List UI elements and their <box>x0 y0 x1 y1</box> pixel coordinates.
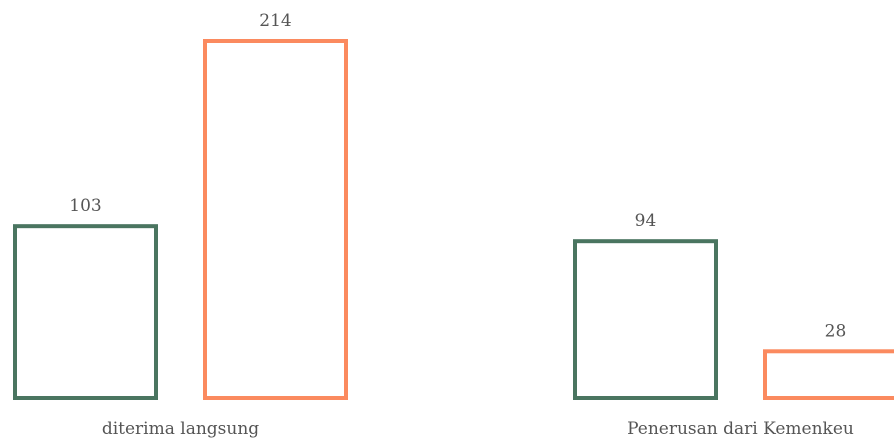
bar-1-1 <box>13 224 158 400</box>
bar-2-2 <box>763 349 894 401</box>
bar-1-2 <box>203 39 348 400</box>
value-label-1-1: 103 <box>69 196 101 216</box>
category-labels-group: diterima langsung Penerusan dari Kemenkeu <box>102 419 854 439</box>
value-label-2-1: 94 <box>635 211 657 231</box>
category-label-1: diterima langsung <box>102 419 259 439</box>
bar-2-1 <box>573 239 718 400</box>
category-label-2: Penerusan dari Kemenkeu <box>627 419 854 439</box>
bars-group <box>13 39 894 401</box>
value-labels-group: 103 214 94 28 <box>69 11 846 341</box>
value-label-1-2: 214 <box>259 11 291 31</box>
value-label-2-2: 28 <box>825 321 847 341</box>
